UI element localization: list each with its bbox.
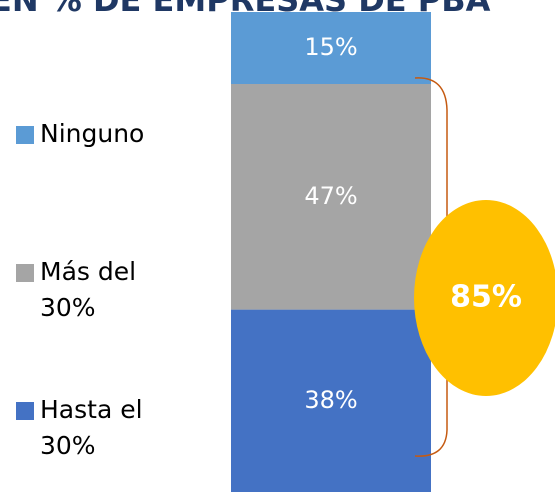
value-label: 47%: [304, 182, 357, 210]
value-label: 38%: [304, 386, 357, 414]
bar-segment: [231, 309, 431, 492]
legend-label: Ninguno: [40, 119, 145, 148]
bar-segment: [231, 12, 431, 84]
legend-label: Más del 30%: [40, 257, 137, 322]
legend-swatch: [16, 126, 34, 144]
legend-label: Hasta el 30%: [40, 395, 143, 460]
bar-segment: [231, 84, 431, 310]
value-label: 15%: [304, 33, 357, 61]
annotation: 85%: [450, 280, 522, 315]
annotation-bubble: [414, 200, 555, 396]
legend-swatch: [16, 402, 34, 420]
legend-swatch: [16, 264, 34, 282]
